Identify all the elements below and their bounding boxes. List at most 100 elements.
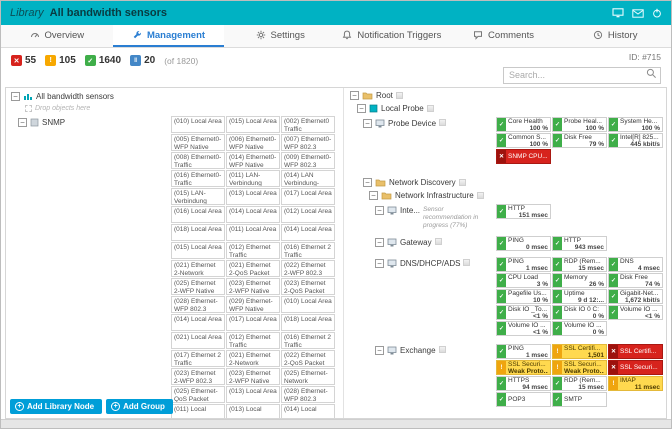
library-item[interactable]: (015) Local Area xyxy=(226,116,280,133)
collapse-toggle-icon[interactable]: − xyxy=(363,178,372,187)
device-name[interactable]: Inte... xyxy=(400,206,421,215)
power-icon[interactable] xyxy=(652,8,662,18)
library-item[interactable]: (006) Ethernet0-WFP Native xyxy=(226,134,280,151)
device-name[interactable]: Gateway xyxy=(400,238,432,248)
library-item[interactable]: (014) Ethernet0-WFP Native xyxy=(226,152,280,169)
library-root-name[interactable]: All bandwidth sensors xyxy=(36,92,114,101)
tab-comments[interactable]: Comments xyxy=(448,25,560,47)
desktop-icon[interactable] xyxy=(612,8,624,18)
search-input[interactable] xyxy=(503,66,661,84)
tab-overview[interactable]: Overview xyxy=(1,25,113,47)
library-item[interactable]: (016) Ethernet 2 Traffic xyxy=(281,242,335,259)
sensor-chip[interactable]: Volume IO ...<1 % xyxy=(608,305,663,321)
sensor-chip[interactable]: Common S...100 % xyxy=(496,133,551,148)
library-item[interactable]: (028) Ethernet-WFP 802.3 xyxy=(171,296,225,313)
collapse-toggle-icon[interactable]: − xyxy=(375,206,384,215)
library-item[interactable]: (023) Ethernet 2-WFP Native xyxy=(226,278,280,295)
library-item[interactable]: (023) Ethernet 2-WFP 802.3 xyxy=(171,368,225,385)
library-item[interactable]: (002) Ethernet0 Traffic xyxy=(281,116,335,133)
library-item[interactable]: (017) Local Area xyxy=(226,314,280,331)
library-item[interactable]: (025) Ethernet 2-WFP Native xyxy=(171,278,225,295)
object-options-icon[interactable] xyxy=(438,346,446,354)
library-item[interactable]: (022) Ethernet 2-QoS Packet xyxy=(281,350,335,367)
sensor-chip[interactable]: Disk IO 0 C:0 % xyxy=(552,305,607,321)
sensor-chip[interactable]: SSL Certifi... xyxy=(608,344,663,360)
count-warning[interactable]: 105 xyxy=(45,55,76,66)
sensor-chip[interactable]: RDP (Rem...15 msec xyxy=(552,376,607,392)
object-options-icon[interactable] xyxy=(395,92,403,99)
collapse-toggle-icon[interactable]: − xyxy=(369,191,378,200)
sensor-chip[interactable]: Gigabit-Net...1,672 kbit/s xyxy=(608,289,663,305)
sensor-chip[interactable]: SSL Certifi...1,501 xyxy=(552,344,607,360)
library-item[interactable]: (010) Local Area xyxy=(171,116,225,133)
add-library-node-button[interactable]: + Add Library Node xyxy=(10,399,103,414)
sensor-chip[interactable]: Volume IO ...<1 % xyxy=(496,321,551,337)
library-item[interactable]: (011) LAN-Verbindung xyxy=(226,170,280,187)
sensor-chip[interactable]: RDP (Rem...15 msec xyxy=(552,257,607,273)
library-item[interactable]: (023) Ethernet 2-QoS Packet xyxy=(281,278,335,295)
collapse-toggle-icon[interactable]: − xyxy=(375,259,384,269)
library-item[interactable]: (013) Local Area xyxy=(226,188,280,205)
probe-name[interactable]: Local Probe xyxy=(381,104,424,113)
count-up[interactable]: 1640 xyxy=(84,55,121,66)
collapse-toggle-icon[interactable]: − xyxy=(375,346,384,356)
device-name[interactable]: Probe Device xyxy=(388,119,437,128)
sensor-chip[interactable]: Intel[R] 825...445 kbit/s xyxy=(608,133,663,148)
library-item[interactable]: (008) Ethernet0-Traffic xyxy=(171,152,225,169)
library-item[interactable]: (013) Local Area xyxy=(226,386,280,403)
library-item[interactable]: (014) LAN Verbindung-QoS xyxy=(281,170,335,187)
library-item[interactable]: (012) Ethernet Traffic xyxy=(226,242,280,259)
library-item[interactable]: (016) Ethernet 2 Traffic xyxy=(281,332,335,349)
library-item[interactable]: (014) Local Area xyxy=(281,224,335,241)
sensor-chip[interactable]: Probe Heal...100 % xyxy=(552,117,607,132)
device-name[interactable]: DNS/DHCP/ADS xyxy=(400,259,461,269)
library-item[interactable]: (014) Local Area xyxy=(226,206,280,223)
library-item[interactable]: (017) Ethernet 2 Traffic xyxy=(171,350,225,367)
library-item[interactable]: (021) Ethernet 2-Network xyxy=(226,350,280,367)
sensor-chip[interactable]: Pagefile Us...10 % xyxy=(496,289,551,305)
library-item[interactable]: (015) Local Area xyxy=(171,242,225,259)
tab-notification-triggers[interactable]: Notification Triggers xyxy=(336,25,448,47)
tab-management[interactable]: Management xyxy=(112,25,225,47)
collapse-toggle-icon[interactable]: − xyxy=(375,238,384,248)
device-name[interactable]: Exchange xyxy=(400,346,436,356)
library-item[interactable]: (016) Ethernet0-Traffic xyxy=(171,170,225,187)
group-name[interactable]: Root xyxy=(376,91,393,100)
library-item[interactable]: (021) Ethernet 2-Network xyxy=(171,260,225,277)
sensor-chip[interactable]: System He...100 % xyxy=(608,117,663,132)
search-icon[interactable] xyxy=(646,68,657,79)
collapse-toggle-icon[interactable]: − xyxy=(363,119,372,128)
add-group-button[interactable]: + Add Group xyxy=(106,399,173,414)
sensor-chip[interactable]: SMTP xyxy=(552,392,607,408)
tab-history[interactable]: History xyxy=(559,25,671,47)
library-item[interactable]: (025) Ethernet-QoS Packet xyxy=(171,386,225,403)
object-options-icon[interactable] xyxy=(476,192,484,199)
group-name[interactable]: Network Infrastructure xyxy=(395,191,474,200)
library-item[interactable]: (022) Ethernet 2-WFP 802.3 xyxy=(281,260,335,277)
library-item[interactable]: (012) Local Area xyxy=(281,206,335,223)
sensor-chip[interactable]: SSL Securi... xyxy=(608,360,663,376)
library-item[interactable]: (025) Ethernet-Network xyxy=(281,368,335,385)
object-options-icon[interactable] xyxy=(439,119,447,126)
sensor-chip[interactable]: Volume IO ...0 % xyxy=(552,321,607,337)
library-item[interactable]: (016) Local Area xyxy=(171,206,225,223)
sensor-chip[interactable]: Disk IO _To...<1 % xyxy=(496,305,551,321)
library-item[interactable]: (011) Local Area xyxy=(226,224,280,241)
sensor-chip[interactable]: SSL Securi...Weak Proto... xyxy=(552,360,607,376)
library-item[interactable]: (028) Ethernet-WFP 802.3 xyxy=(281,386,335,403)
library-item[interactable]: (018) Local Area xyxy=(281,314,335,331)
count-paused[interactable]: 20 xyxy=(130,55,155,66)
library-node-name[interactable]: SNMP xyxy=(42,118,66,127)
collapse-toggle-icon[interactable]: − xyxy=(11,92,20,101)
